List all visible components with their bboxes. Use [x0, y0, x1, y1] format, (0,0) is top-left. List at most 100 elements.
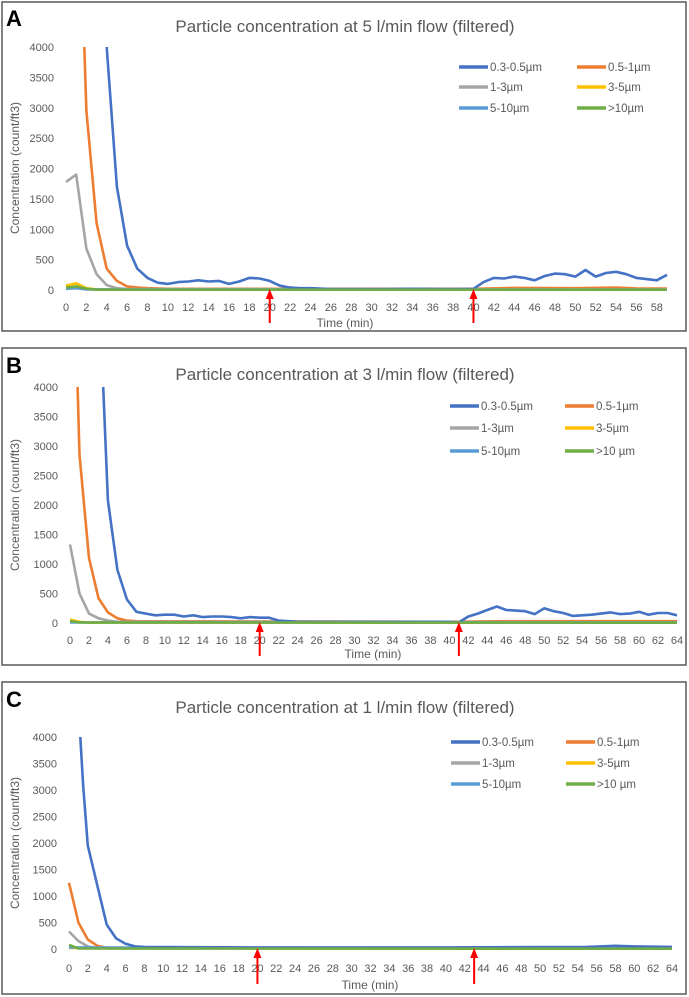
legend-label: 3-5µm: [596, 423, 629, 435]
x-tick-label: 2: [85, 963, 91, 975]
x-tick-label: 50: [534, 963, 546, 975]
x-tick-label: 24: [289, 963, 301, 975]
y-tick-label: 2500: [30, 133, 54, 145]
x-tick-label: 46: [496, 963, 508, 975]
legend-label: 5-10µm: [482, 779, 521, 791]
x-tick-label: 0: [63, 302, 69, 314]
legend-label: >10 µm: [597, 779, 636, 791]
x-tick-label: 38: [421, 963, 433, 975]
x-tick-label: 42: [459, 963, 471, 975]
y-tick-label: 1500: [34, 530, 58, 542]
legend-label: 1-3µm: [482, 758, 515, 770]
x-tick-label: 62: [652, 635, 664, 647]
x-tick-label: 22: [270, 963, 282, 975]
panel-label: B: [6, 353, 22, 378]
x-tick-label: 40: [440, 963, 452, 975]
y-tick-label: 0: [52, 618, 58, 630]
x-tick-label: 10: [159, 635, 171, 647]
red-arrow-head-icon: [253, 948, 262, 958]
legend-label: >10µm: [608, 103, 644, 115]
x-tick-label: 38: [447, 302, 459, 314]
x-tick-label: 40: [443, 635, 455, 647]
x-tick-label: 4: [105, 635, 111, 647]
y-tick-label: 4000: [33, 732, 57, 744]
legend-label: 0.5-1µm: [608, 62, 650, 74]
x-tick-label: 44: [508, 302, 520, 314]
x-tick-label: 0: [67, 635, 73, 647]
legend-label: 5-10µm: [481, 446, 520, 458]
x-tick-label: 64: [671, 635, 683, 647]
x-tick-label: 14: [195, 963, 207, 975]
y-tick-label: 500: [39, 918, 57, 930]
x-tick-label: 50: [538, 635, 550, 647]
x-tick-label: 12: [182, 302, 194, 314]
legend-label: 0.5-1µm: [596, 401, 638, 413]
x-tick-label: 32: [364, 963, 376, 975]
x-tick-label: 30: [346, 963, 358, 975]
y-tick-label: 4000: [34, 382, 58, 394]
series-line-0: [79, 736, 673, 949]
x-tick-label: 18: [232, 963, 244, 975]
x-tick-label: 46: [500, 635, 512, 647]
y-tick-label: 3500: [34, 412, 58, 424]
x-axis-label: Time (min): [345, 647, 402, 661]
red-arrow-head-icon: [255, 622, 264, 632]
x-tick-label: 30: [348, 635, 360, 647]
x-tick-label: 18: [235, 635, 247, 647]
panel-label: A: [6, 6, 22, 31]
x-tick-label: 14: [202, 302, 214, 314]
chart-panel-c: C Particle concentration at 1 l/min flow …: [1, 681, 687, 995]
x-tick-label: 48: [519, 635, 531, 647]
x-tick-label: 26: [308, 963, 320, 975]
x-tick-label: 28: [327, 963, 339, 975]
x-tick-label: 30: [365, 302, 377, 314]
x-tick-label: 58: [609, 963, 621, 975]
x-tick-label: 10: [162, 302, 174, 314]
panel-border: [1, 347, 687, 666]
x-tick-label: 0: [66, 963, 72, 975]
x-tick-label: 12: [176, 963, 188, 975]
legend-label: 0.3-0.5µm: [482, 737, 534, 749]
legend-label: 3-5µm: [608, 82, 641, 94]
x-tick-label: 8: [143, 635, 149, 647]
series-line-5: [69, 619, 678, 624]
x-tick-label: 16: [214, 963, 226, 975]
y-tick-label: 1000: [34, 559, 58, 571]
x-tick-label: 42: [462, 635, 474, 647]
panel-label: C: [6, 687, 22, 712]
y-tick-label: 3000: [34, 441, 58, 453]
chart-panel-a: A Particle concentration at 5 l/min flow …: [1, 1, 687, 332]
legend-label: 1-3µm: [481, 423, 514, 435]
red-arrow-head-icon: [265, 289, 274, 299]
x-axis-label: Time (min): [342, 978, 399, 992]
x-tick-label: 6: [122, 963, 128, 975]
x-tick-label: 26: [310, 635, 322, 647]
red-arrow-head-icon: [470, 948, 479, 958]
chart-title: Particle concentration at 5 l/min flow (…: [175, 17, 514, 36]
legend-label: 0.3-0.5µm: [490, 62, 542, 74]
y-tick-label: 1500: [33, 865, 57, 877]
y-tick-label: 2000: [34, 500, 58, 512]
x-tick-label: 42: [488, 302, 500, 314]
x-axis-label: Time (min): [317, 316, 374, 330]
x-tick-label: 32: [386, 302, 398, 314]
legend-label: 3-5µm: [597, 758, 630, 770]
red-arrow-head-icon: [454, 622, 463, 632]
y-tick-label: 500: [40, 589, 58, 601]
y-tick-label: 2000: [30, 164, 54, 176]
x-tick-label: 54: [576, 635, 588, 647]
x-tick-label: 36: [405, 635, 417, 647]
x-tick-label: 34: [386, 635, 398, 647]
x-tick-label: 16: [216, 635, 228, 647]
x-tick-label: 4: [104, 302, 110, 314]
y-tick-label: 2500: [34, 471, 58, 483]
x-tick-label: 22: [284, 302, 296, 314]
x-tick-label: 56: [591, 963, 603, 975]
y-tick-label: 3500: [33, 759, 57, 771]
x-tick-label: 48: [515, 963, 527, 975]
x-tick-label: 36: [427, 302, 439, 314]
y-tick-label: 2500: [33, 812, 57, 824]
y-axis-label: Concentration (count/ft3): [8, 777, 22, 909]
y-tick-label: 0: [48, 285, 54, 297]
